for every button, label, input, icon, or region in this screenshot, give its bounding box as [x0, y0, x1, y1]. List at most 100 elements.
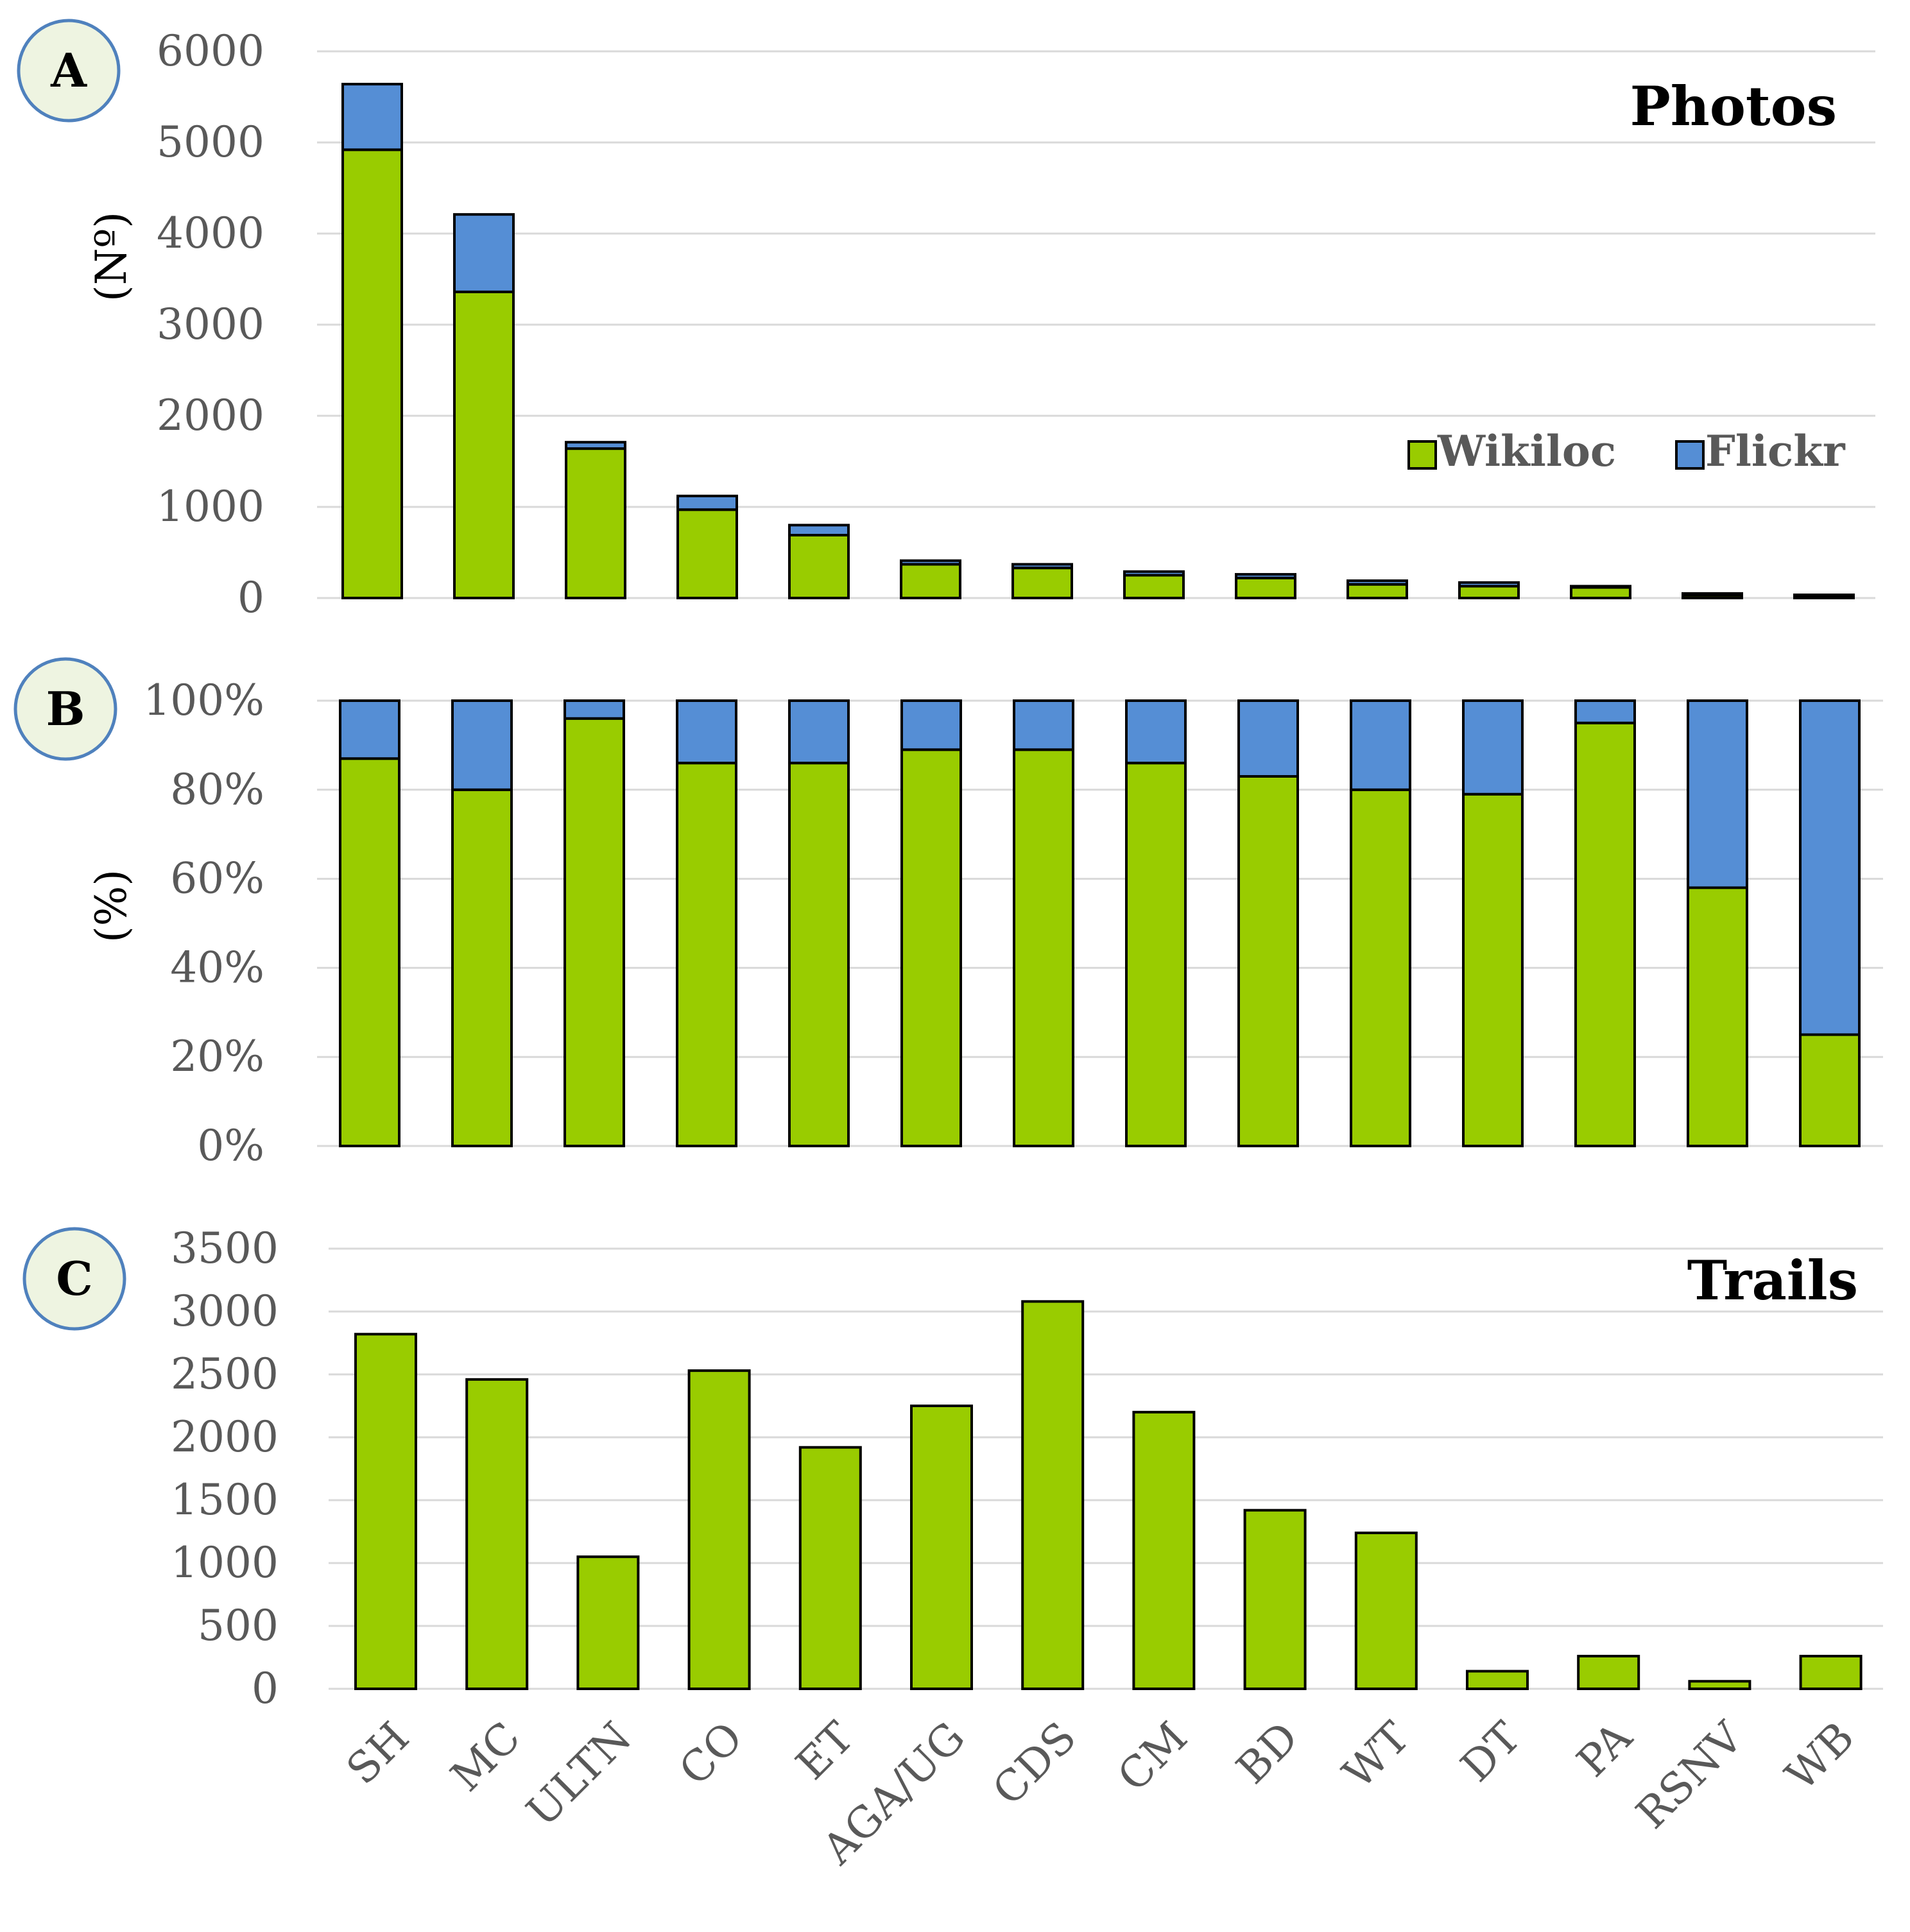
wikiloc-bar: [1013, 748, 1074, 1147]
panel-a-photos-chart: 0 1000 2000 3000 4000 5000 6000 (Nº) A Photos Wiki…: [17, 19, 1875, 622]
flickr-bar: [1123, 570, 1185, 577]
flickr-bar: [1350, 699, 1411, 791]
x-category-label: DT: [1451, 1713, 1530, 1791]
y-tick-label: 6000: [157, 26, 264, 76]
flickr-bar: [900, 699, 962, 751]
flickr-bar: [676, 494, 738, 511]
panel-title: Photos: [1630, 74, 1837, 138]
wikiloc-bar: [1350, 788, 1411, 1148]
wikiloc-bar: [1123, 574, 1185, 599]
x-category-label: CO: [669, 1713, 752, 1795]
y-tick-label: 0%: [197, 1121, 264, 1170]
wikiloc-bar: [1799, 1033, 1861, 1147]
y-tick-label: 3000: [157, 300, 264, 349]
flickr-bar: [1125, 699, 1187, 765]
wikiloc-bar: [900, 748, 962, 1147]
wikiloc-bar: [788, 534, 850, 600]
wikiloc-bar: [1346, 583, 1408, 600]
x-category-label: BD: [1227, 1713, 1308, 1793]
panel-badge: [13, 657, 117, 761]
x-category-label: CM: [1108, 1713, 1197, 1801]
wikiloc-bar: [341, 148, 403, 600]
y-tick-label: 20%: [170, 1032, 264, 1081]
wikiloc-bar: [1237, 774, 1299, 1147]
x-category-label: RSNV: [1627, 1712, 1753, 1838]
legend-swatch-wikiloc: [1407, 440, 1437, 470]
y-tick-label: 100%: [143, 676, 264, 725]
flickr-bar: [564, 699, 625, 720]
wikiloc-bar: [1235, 576, 1296, 600]
y-tick-label: 3500: [171, 1224, 279, 1273]
x-category-label: WB: [1776, 1713, 1864, 1800]
y-tick-label: 40%: [170, 943, 264, 992]
flickr-bar: [1687, 699, 1748, 889]
panel-letter: A: [50, 43, 87, 98]
y-tick-label: 60%: [170, 854, 264, 903]
wikiloc-bar: [900, 563, 961, 600]
wikiloc-bar: [1462, 792, 1524, 1147]
wikiloc-bar: [1687, 886, 1748, 1147]
wikiloc-bar: [1011, 567, 1073, 600]
flickr-bar: [565, 441, 626, 450]
flickr-bar: [1237, 699, 1299, 778]
y-tick-label: 80%: [170, 765, 264, 814]
flickr-bar: [1462, 699, 1524, 796]
wikiloc-bar: [1574, 721, 1636, 1147]
y-axis-label: (Nº): [87, 212, 136, 302]
y-tick-label: 2000: [171, 1412, 279, 1462]
flickr-bar: [788, 699, 850, 765]
y-tick-label: 1000: [157, 482, 264, 531]
y-tick-label: 1000: [171, 1538, 279, 1587]
y-tick-label: 3000: [171, 1287, 279, 1336]
flickr-bar: [451, 699, 513, 791]
panel-b-percent-chart: 0% 20% 40% 60% 80% 100% (%) B: [13, 657, 1883, 1170]
flickr-bar: [676, 699, 737, 765]
legend-label-wikiloc: Wikiloc: [1437, 426, 1616, 476]
trails-bar: [1132, 1410, 1196, 1691]
flickr-bar: [1235, 573, 1296, 579]
flickr-bar: [1013, 699, 1074, 751]
flickr-bar: [788, 524, 850, 537]
panel-badge: [22, 1227, 126, 1331]
wikiloc-bar: [676, 508, 738, 600]
flickr-bar: [453, 213, 515, 293]
x-category-label: WT: [1334, 1713, 1420, 1799]
trails-bar: [354, 1333, 417, 1690]
y-tick-label: 5000: [157, 117, 264, 167]
y-axis-label: (%): [87, 869, 136, 943]
flickr-bar: [1346, 579, 1408, 586]
trails-bar: [1354, 1531, 1418, 1690]
flickr-bar: [1793, 594, 1855, 598]
panel-badge: [17, 19, 121, 123]
legend-label-flickr: Flickr: [1705, 426, 1846, 476]
trails-bar: [1577, 1655, 1640, 1691]
panel-letter: B: [46, 681, 85, 736]
x-category-label: SH: [337, 1713, 418, 1794]
trails-bar: [1688, 1680, 1751, 1690]
wikiloc-bar: [564, 717, 625, 1147]
wikiloc-bar: [339, 757, 400, 1147]
y-tick-label: 2500: [171, 1349, 279, 1399]
y-tick-label: 500: [198, 1601, 279, 1650]
wikiloc-bar: [453, 290, 515, 599]
flickr-bar: [339, 699, 400, 760]
trails-bar: [1243, 1509, 1307, 1690]
x-category-label: CDS: [983, 1713, 1086, 1815]
x-category-label: PA: [1567, 1712, 1642, 1786]
flickr-bar: [1799, 699, 1861, 1036]
wikiloc-bar: [676, 762, 737, 1148]
trails-bar: [465, 1378, 529, 1691]
x-category-label: MC: [442, 1713, 530, 1801]
trails-bar: [798, 1446, 862, 1690]
wikiloc-bar: [565, 447, 626, 599]
y-tick-label: 1500: [171, 1475, 279, 1525]
trails-bar: [910, 1405, 973, 1690]
flickr-bar: [1458, 581, 1520, 588]
trails-bar: [1466, 1670, 1529, 1691]
y-tick-label: 2000: [157, 391, 264, 440]
flickr-bar: [1011, 563, 1073, 570]
flickr-bar: [1574, 699, 1636, 724]
wikiloc-bar: [1125, 762, 1187, 1148]
